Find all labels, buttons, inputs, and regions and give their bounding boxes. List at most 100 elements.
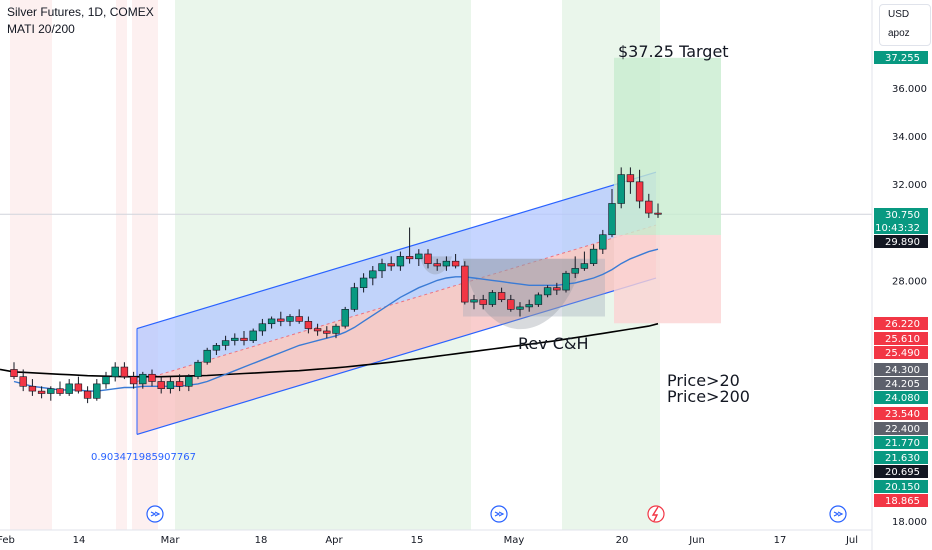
candle-body: [267, 318, 276, 325]
candle-body: [350, 287, 359, 310]
candle-body: [626, 174, 635, 183]
candle: [47, 386, 55, 401]
candle-body: [580, 263, 589, 269]
svg-text:25.610: 25.610: [885, 334, 920, 345]
candle: [341, 306, 349, 329]
user-label: apoz: [888, 28, 910, 39]
candle-body: [617, 174, 625, 204]
candle: [304, 316, 313, 334]
candle: [442, 256, 451, 271]
candle: [111, 362, 119, 382]
candle-body: [461, 265, 469, 303]
candle-body: [221, 340, 230, 346]
candle: [534, 292, 543, 307]
candle: [415, 249, 423, 267]
candle: [185, 374, 193, 392]
candle: [166, 376, 175, 394]
candle-body: [433, 263, 441, 267]
candle: [608, 189, 616, 238]
svg-text:23.540: 23.540: [885, 409, 920, 420]
candle: [37, 386, 46, 399]
candle-body: [120, 366, 129, 377]
price-tick: 34.000: [892, 132, 927, 143]
candle-body: [111, 366, 119, 377]
session-band: [132, 0, 158, 530]
candle: [157, 376, 165, 394]
candle-body: [19, 376, 27, 387]
price-badge: 18.865: [874, 494, 928, 507]
time-axis-label: Apr: [325, 535, 343, 546]
lightning-icon[interactable]: [647, 505, 665, 523]
svg-text:18.865: 18.865: [885, 496, 920, 507]
svg-text:10:43:32: 10:43:32: [875, 223, 920, 234]
candle-body: [74, 383, 83, 392]
currency-label: USD: [888, 9, 910, 20]
replay-icon[interactable]: [146, 505, 164, 523]
candle-body: [479, 299, 487, 305]
position-profit-zone: [614, 57, 721, 235]
time-axis-label: 20: [616, 535, 629, 546]
candle: [525, 299, 533, 312]
candle-body: [323, 330, 331, 334]
candle: [635, 169, 644, 209]
candle: [396, 251, 405, 271]
svg-text:37.255: 37.255: [885, 53, 920, 64]
price-scale-unit-box[interactable]: USD apoz: [879, 4, 931, 46]
time-axis-label: Jun: [688, 535, 705, 546]
candle-body: [56, 388, 64, 394]
candle-body: [10, 369, 18, 377]
candle: [387, 256, 395, 271]
svg-text:20.150: 20.150: [885, 482, 920, 493]
replay-icon[interactable]: [829, 505, 847, 523]
candle-body: [157, 381, 165, 389]
candle: [405, 227, 414, 264]
price-badge: 26.220: [874, 317, 928, 330]
price-tick: 18.000: [892, 517, 927, 528]
candle-body: [589, 248, 598, 264]
candle-body: [258, 323, 267, 332]
fib-level-label: 0.903471985907767: [91, 452, 196, 463]
price-badge: 37.255: [874, 51, 928, 64]
candle: [470, 294, 478, 310]
price-badge: 24.300: [874, 363, 928, 376]
candle: [83, 386, 92, 404]
replay-icon[interactable]: [490, 505, 508, 523]
candle: [203, 347, 211, 365]
candle-body: [185, 376, 193, 387]
price-badge: 20.150: [874, 480, 928, 493]
candle: [240, 330, 248, 346]
session-band: [116, 0, 127, 530]
candle: [589, 244, 598, 267]
candle: [93, 379, 101, 401]
svg-text:24.205: 24.205: [885, 379, 920, 390]
candle: [461, 261, 469, 305]
candle-body: [332, 325, 340, 334]
candle: [295, 309, 303, 324]
candle: [497, 287, 506, 303]
candle-body: [608, 203, 616, 236]
time-axis-label: Mar: [161, 535, 181, 546]
candle: [332, 323, 340, 339]
candle-body: [543, 287, 552, 296]
price-badge: 29.890: [874, 235, 928, 248]
candle: [645, 193, 653, 218]
price-tick: 36.000: [892, 84, 927, 95]
svg-text:21.630: 21.630: [885, 453, 920, 464]
candle: [516, 302, 524, 317]
price-badge: 30.750: [874, 208, 928, 221]
svg-text:24.080: 24.080: [885, 393, 920, 404]
candle-body: [240, 337, 248, 341]
candle: [19, 369, 27, 392]
note-price-gt-20: Price>20: [667, 371, 740, 390]
candle: [65, 379, 73, 396]
candle-body: [102, 376, 110, 385]
candle: [129, 371, 138, 389]
candle-body: [304, 321, 313, 329]
candle-body: [359, 277, 368, 288]
candle-body: [488, 292, 497, 305]
candle-body: [516, 306, 524, 310]
candle: [654, 203, 662, 218]
channel-lower-fill: [137, 225, 656, 435]
svg-text:22.400: 22.400: [885, 424, 920, 435]
